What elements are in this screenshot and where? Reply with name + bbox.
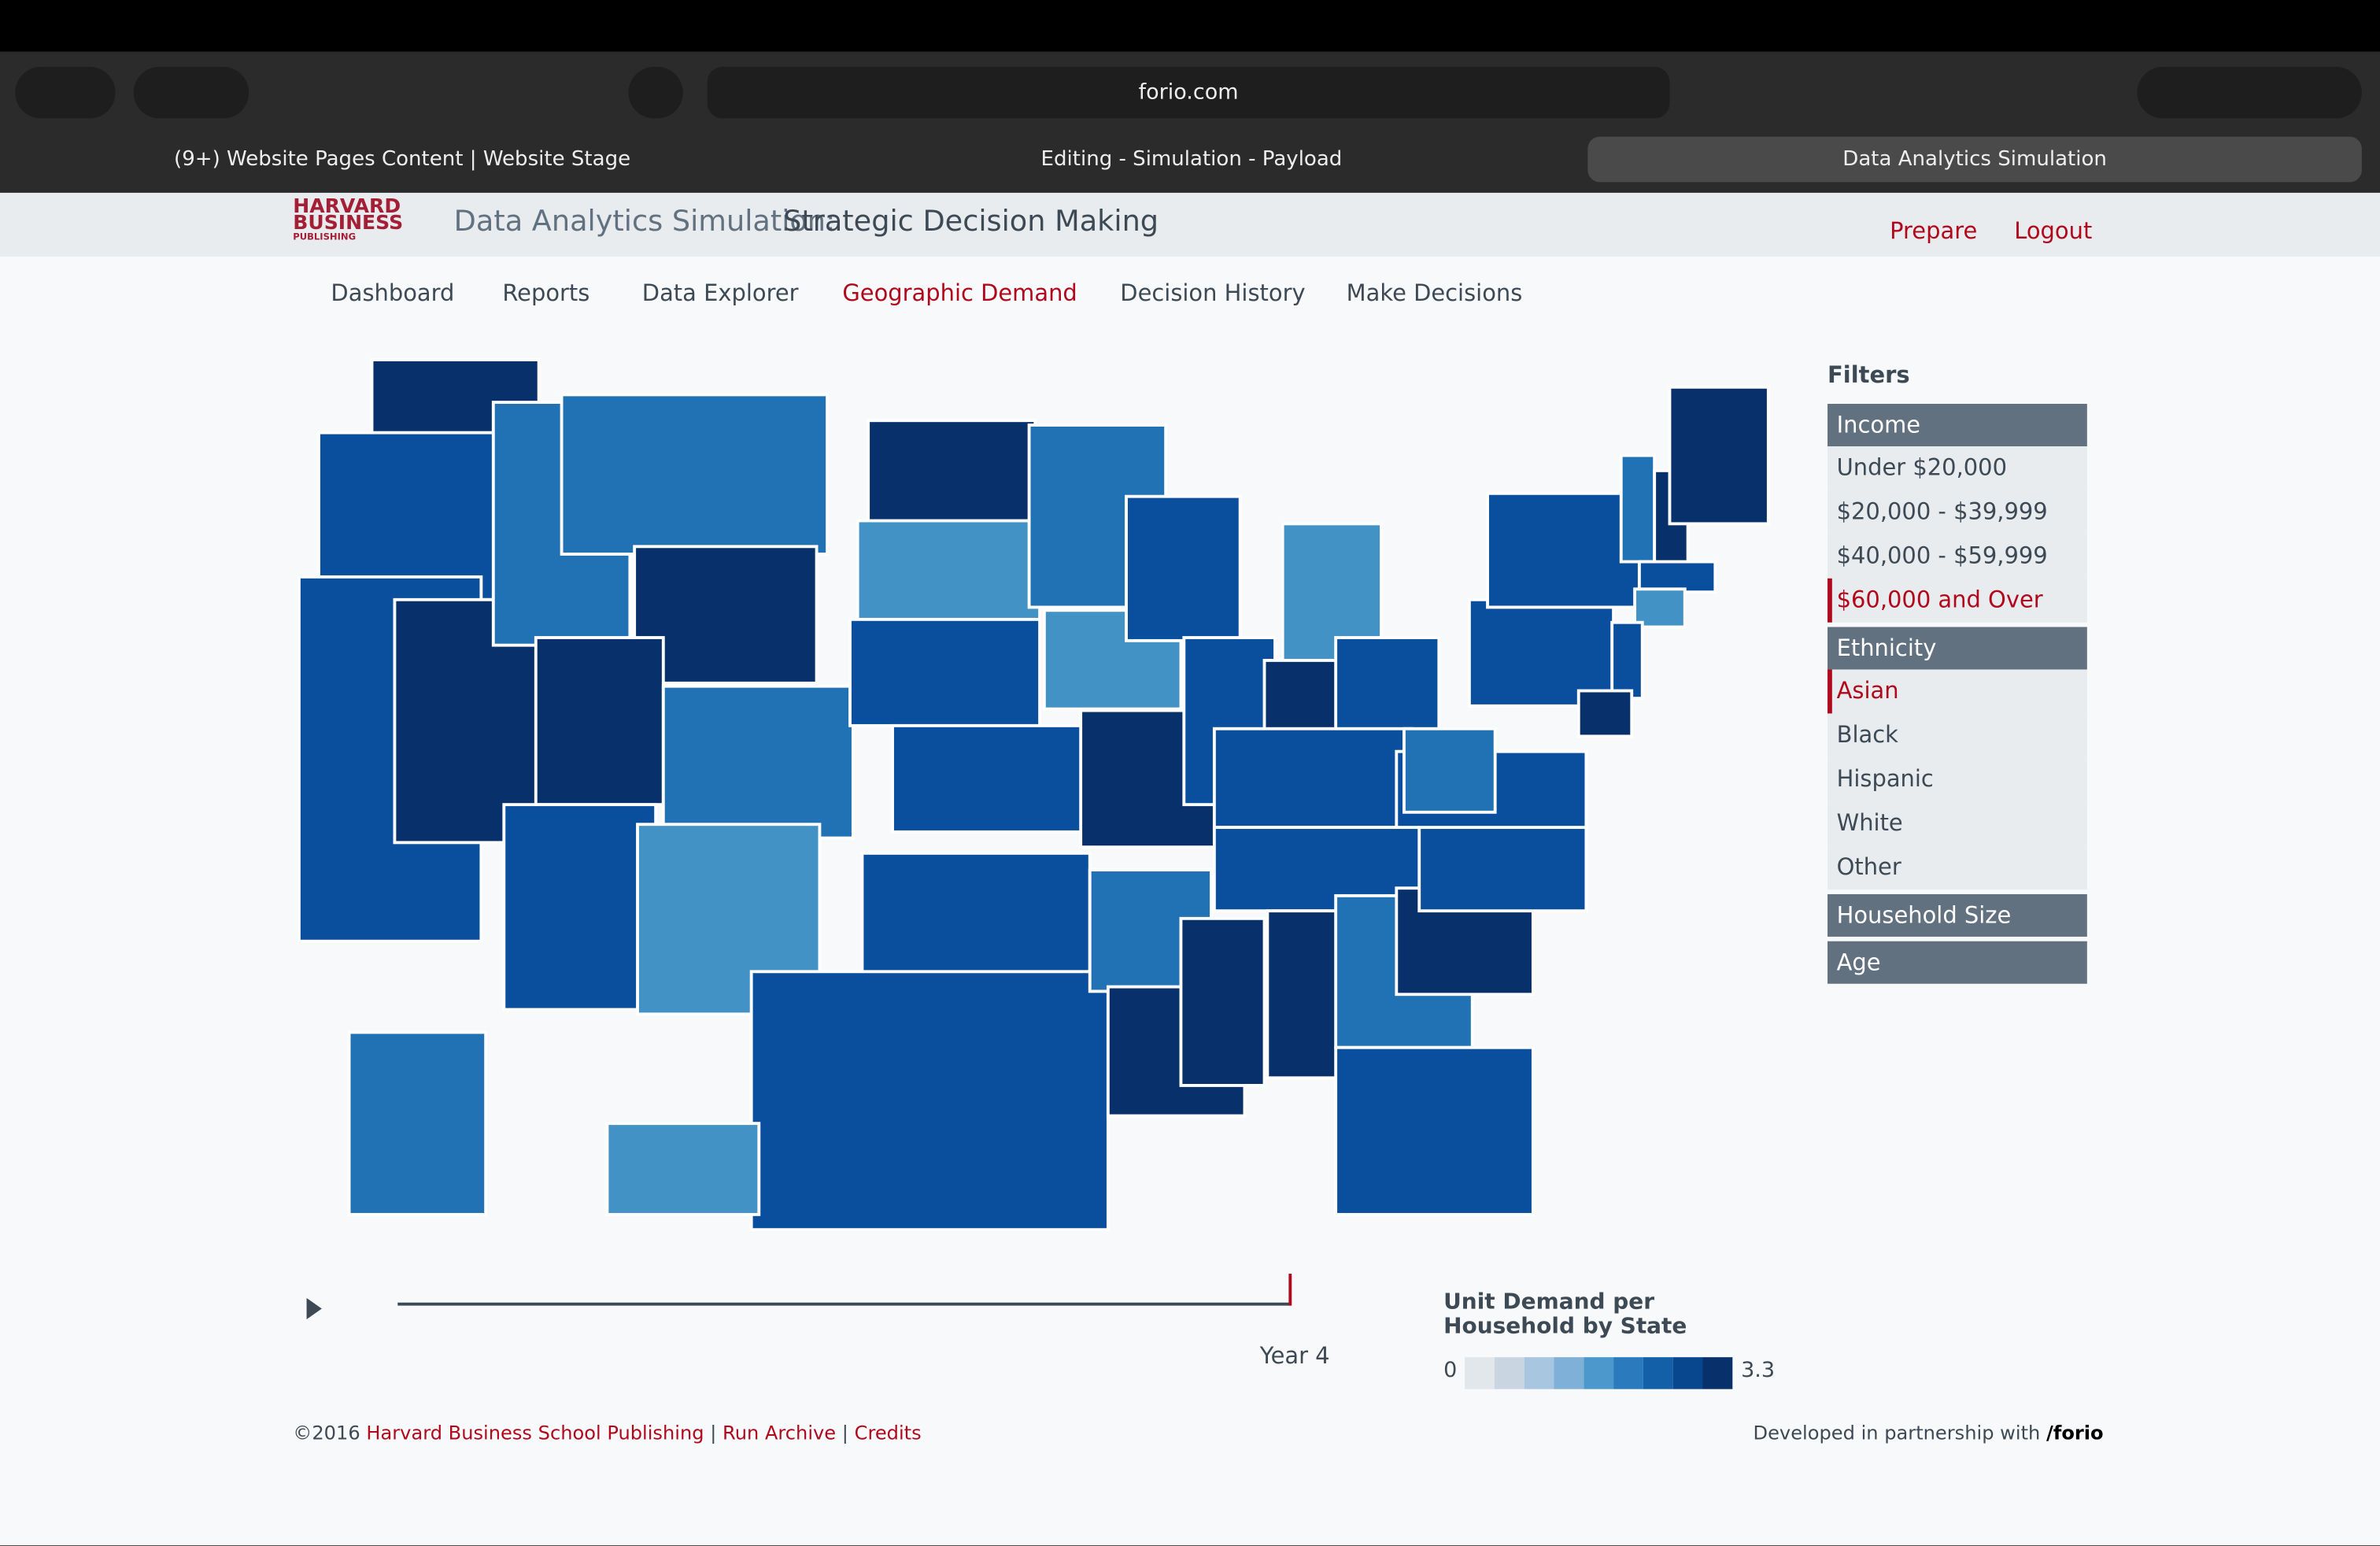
legend-swatch [1524,1357,1554,1389]
app-name: Data Analytics Simulation: [453,205,836,239]
state [1212,727,1414,830]
state [1179,916,1266,1087]
filter-group[interactable]: Household Size [1828,893,2087,937]
state [534,636,665,807]
state [848,617,1042,727]
state [1402,727,1497,814]
legend-swatch [1554,1357,1584,1389]
state [1486,491,1641,609]
extension-button[interactable] [628,66,683,119]
prepare-link[interactable]: Prepare [1890,216,1978,245]
logo-text: PUBLISHING [293,232,357,243]
legend-swatch [1643,1357,1673,1389]
logo-text: HARVARD [293,195,401,219]
filter-option[interactable]: Under $20,000 [1828,446,2087,490]
legend-swatch [1494,1357,1524,1389]
filters-title: Filters [1828,361,1910,389]
logo-text: BUSINESS [293,213,404,235]
legend-swatch [1702,1357,1733,1389]
filter-option[interactable]: Other [1828,845,2087,890]
partner-text: Developed in partnership with [1753,1421,2041,1444]
legend-swatch [1465,1357,1495,1389]
state [867,419,1037,529]
legend-min: 0 [1443,1359,1458,1383]
app-title: Strategic Decision Making [783,205,1159,239]
nav-buttons[interactable] [133,66,249,119]
footer: ©2016 Harvard Business School Publishing… [293,1421,922,1444]
partner: Developed in partnership with /forio [1754,1421,2104,1444]
state [560,393,830,556]
nav-link[interactable]: Data Explorer [641,279,799,307]
sidebar-button[interactable] [15,66,116,119]
active-tab[interactable]: Data Analytics Simulation [1587,136,2362,183]
publisher-link[interactable]: Harvard Business School Publishing [366,1421,704,1444]
state [317,431,511,601]
state [1334,1045,1535,1216]
state [661,684,855,840]
filter-option[interactable]: $20,000 - $39,999 [1828,490,2087,534]
state [1610,620,1644,701]
state [1125,494,1242,642]
filter-option[interactable]: $40,000 - $59,999 [1828,534,2087,579]
address-bar[interactable]: forio.com [707,66,1670,119]
nav-link[interactable]: Reports [502,279,590,307]
filter-group[interactable]: Income [1828,404,2087,447]
copyright: ©2016 [293,1421,360,1444]
state [605,1122,761,1216]
state [1633,587,1687,629]
footer-link[interactable]: Run Archive [722,1421,837,1444]
filter-option[interactable]: Asian [1828,669,2087,714]
app-header [0,192,2380,257]
state [1619,453,1657,564]
nav-link-active[interactable]: Geographic Demand [842,279,1077,307]
forio-brand: /forio [2046,1421,2104,1444]
timeline-label: Year 4 [1259,1341,1330,1370]
state [1417,818,1588,913]
nav-link[interactable]: Decision History [1120,279,1306,307]
state [1576,689,1634,738]
logo: HARVARD BUSINESS PUBLISHING [293,195,430,243]
filter-option[interactable]: White [1828,801,2087,846]
filter-option[interactable]: Hispanic [1828,757,2087,802]
play-button[interactable] [306,1297,322,1319]
nav-link[interactable]: Make Decisions [1346,279,1523,307]
state [860,851,1092,992]
filter-option[interactable]: Black [1828,713,2087,758]
nav-link[interactable]: Dashboard [331,279,455,307]
legend-max: 3.3 [1741,1359,1776,1383]
filter-group[interactable]: Ethnicity [1828,627,2087,670]
tab[interactable]: Editing - Simulation - Payload [1040,147,1343,172]
state [347,1030,488,1216]
legend-swatch [1584,1357,1614,1389]
toolbar-buttons[interactable] [2137,66,2362,119]
state [891,723,1088,834]
tab[interactable]: (9+) Website Pages Content | Website Sta… [174,147,631,172]
state [1637,560,1717,594]
state [633,545,819,685]
legend-swatch [1672,1357,1703,1389]
state [856,519,1042,629]
legend-title: Unit Demand per Household by State [1443,1290,1687,1340]
logout-link[interactable]: Logout [2014,216,2093,245]
state [1668,385,1770,526]
legend-swatch [1613,1357,1643,1389]
state [749,970,1110,1232]
footer-link[interactable]: Credits [854,1421,922,1444]
state [502,803,658,1012]
filter-option[interactable]: $60,000 and Over [1828,578,2087,623]
filter-group[interactable]: Age [1828,941,2087,984]
